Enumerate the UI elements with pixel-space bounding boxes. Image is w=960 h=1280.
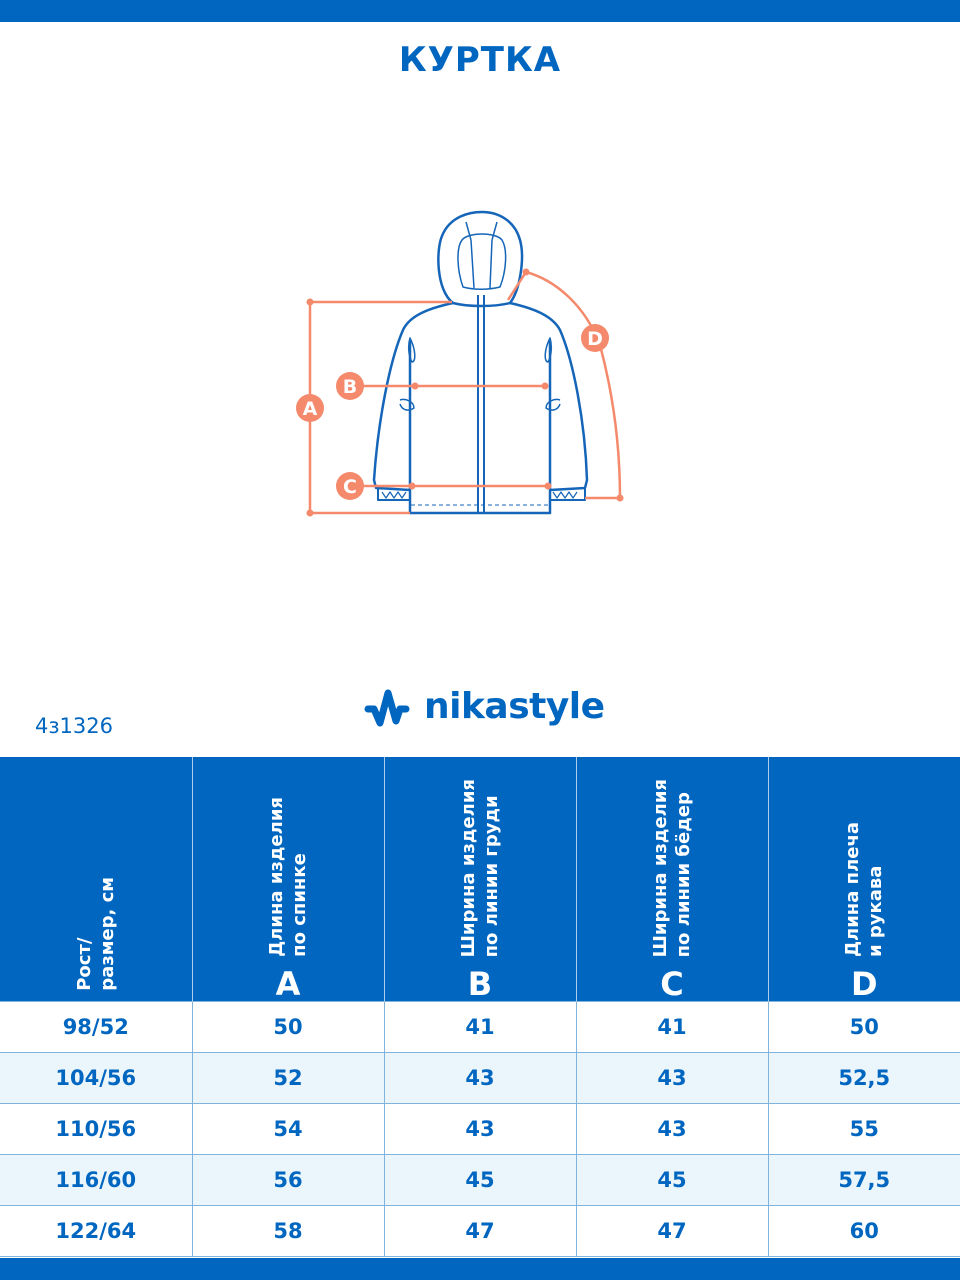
header-letter: D	[850, 965, 878, 1003]
table-cell: 60	[767, 1205, 960, 1257]
table-cell: 50	[767, 1001, 960, 1053]
header-label: Длина изделия по спинке	[266, 797, 310, 957]
brand-name: nikastyle	[424, 686, 605, 727]
header-label: Длина плеча и рукава	[842, 821, 887, 957]
svg-text:A: A	[303, 398, 318, 420]
header-d: Длина плеча и рукава D	[767, 757, 960, 1003]
table-cell: 47	[383, 1205, 577, 1257]
table-cell: 52,5	[767, 1052, 960, 1104]
size-table: Рост/ размер, см Длина изделия по спинке…	[0, 757, 960, 1257]
table-row: 110/56 54 43 43 55	[0, 1103, 960, 1155]
table-cell: 50	[191, 1001, 385, 1053]
table-cell: 43	[575, 1052, 769, 1104]
table-cell: 56	[191, 1154, 385, 1206]
bottom-bar	[0, 1258, 960, 1280]
table-cell: 54	[191, 1103, 385, 1155]
table-row: 122/64 58 47 47 60	[0, 1205, 960, 1257]
table-cell: 45	[383, 1154, 577, 1206]
table-cell: 43	[383, 1103, 577, 1155]
table-cell: 45	[575, 1154, 769, 1206]
table-cell: 116/60	[0, 1154, 193, 1206]
table-cell: 98/52	[0, 1001, 193, 1053]
table-cell: 55	[767, 1103, 960, 1155]
table-cell: 47	[575, 1205, 769, 1257]
table-cell: 43	[383, 1052, 577, 1104]
brand-logo: nikastyle	[364, 686, 605, 727]
table-cell: 104/56	[0, 1052, 193, 1104]
svg-text:D: D	[587, 328, 603, 350]
article-number: 4з1326	[35, 714, 113, 738]
marker-b: B	[336, 372, 364, 400]
table-cell: 41	[575, 1001, 769, 1053]
page-title: КУРТКА	[398, 40, 562, 80]
jacket-outline	[372, 210, 589, 515]
table-cell: 58	[191, 1205, 385, 1257]
top-bar	[0, 0, 960, 22]
header-letter: C	[660, 965, 684, 1003]
header-label: Рост/ размер, см	[73, 877, 118, 991]
header-label: Ширина изделия по линии бёдер	[650, 778, 694, 957]
table-cell: 43	[575, 1103, 769, 1155]
header-label: Ширина изделия по линии груди	[458, 778, 502, 957]
measurement-dots	[306, 268, 624, 517]
table-cell: 57,5	[767, 1154, 960, 1206]
header-c: Ширина изделия по линии бёдер C	[575, 757, 769, 1003]
table-cell: 122/64	[0, 1205, 193, 1257]
table-header-row: Рост/ размер, см Длина изделия по спинке…	[0, 757, 960, 1002]
header-letter: B	[467, 965, 493, 1003]
svg-text:C: C	[343, 476, 357, 498]
table-row: 98/52 50 41 41 50	[0, 1001, 960, 1053]
jacket-diagram: A B C D	[296, 210, 624, 517]
table-cell: 41	[383, 1001, 577, 1053]
header-letter: A	[275, 965, 301, 1003]
header-size: Рост/ размер, см	[0, 757, 193, 1002]
svg-text:B: B	[343, 376, 357, 398]
table-cell: 52	[191, 1052, 385, 1104]
table-row: 116/60 56 45 45 57,5	[0, 1154, 960, 1206]
table-row: 104/56 52 43 43 52,5	[0, 1052, 960, 1104]
table-cell: 110/56	[0, 1103, 193, 1155]
header-b: Ширина изделия по линии груди B	[383, 757, 577, 1003]
marker-a: A	[296, 394, 324, 422]
marker-c: C	[336, 472, 364, 500]
header-a: Длина изделия по спинке A	[191, 757, 385, 1003]
nikastyle-wave-logo-icon	[364, 689, 410, 726]
marker-d: D	[581, 324, 609, 352]
